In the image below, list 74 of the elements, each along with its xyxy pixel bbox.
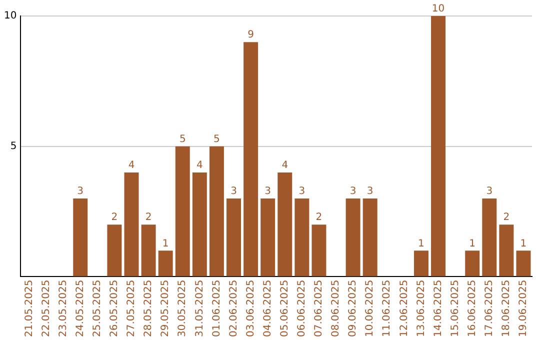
data-label: 3 <box>350 186 356 198</box>
x-tick-label: 17.06.2025 <box>484 280 495 338</box>
bar <box>260 198 276 276</box>
x-tick-label: 13.06.2025 <box>416 280 427 338</box>
x-tick-label: 29.05.2025 <box>160 280 172 338</box>
bar <box>175 146 190 276</box>
bar <box>346 198 360 276</box>
x-tick-label: 16.06.2025 <box>466 280 478 338</box>
x-tick-label: 08.06.2025 <box>330 280 342 338</box>
x-tick-label: 28.05.2025 <box>143 280 154 338</box>
bar <box>278 172 292 276</box>
bar <box>362 198 378 276</box>
x-tick-label: 07.06.2025 <box>314 280 325 338</box>
x-tick-label: 18.06.2025 <box>501 280 512 338</box>
bar <box>192 172 207 276</box>
data-label: 5 <box>179 134 186 145</box>
bar <box>465 250 480 276</box>
x-tick-label: 12.06.2025 <box>398 280 410 338</box>
bar <box>294 198 310 276</box>
bar <box>107 224 122 276</box>
bar <box>73 198 88 276</box>
data-label: 1 <box>469 238 476 250</box>
bar <box>158 250 173 276</box>
bar <box>209 146 224 276</box>
data-label: 2 <box>503 212 510 224</box>
x-tick-label: 15.06.2025 <box>450 280 461 338</box>
x-tick-label: 09.06.2025 <box>348 280 359 338</box>
x-tick-label: 26.05.2025 <box>109 280 120 338</box>
data-label: 1 <box>418 238 424 250</box>
data-label: 4 <box>282 160 288 172</box>
data-label: 3 <box>264 186 272 198</box>
x-tick-label: 01.06.2025 <box>211 280 222 338</box>
x-tick-label: 06.06.2025 <box>296 280 308 338</box>
bar <box>516 250 531 276</box>
x-tick-label: 14.06.2025 <box>432 280 444 338</box>
bar <box>124 172 139 276</box>
data-label: 3 <box>77 186 84 198</box>
data-label: 4 <box>196 160 203 172</box>
bar <box>431 16 446 276</box>
data-label: 3 <box>230 186 237 198</box>
bar <box>499 224 514 276</box>
x-tick-label: 03.06.2025 <box>245 280 256 338</box>
x-tick-label: 04.06.2025 <box>262 280 274 338</box>
data-label: 3 <box>298 186 306 198</box>
data-label: 9 <box>248 30 254 41</box>
x-tick-label: 25.05.2025 <box>92 280 104 338</box>
x-tick-label: 23.05.2025 <box>58 280 69 338</box>
data-label: 2 <box>316 212 322 224</box>
data-label: 10 <box>432 4 445 15</box>
bar <box>414 250 428 276</box>
x-tick-label: 10.06.2025 <box>364 280 376 338</box>
x-tick-label: 02.06.2025 <box>228 280 240 338</box>
data-label: 2 <box>111 212 118 224</box>
bar <box>312 224 326 276</box>
x-tick-label: 22.05.2025 <box>40 280 52 338</box>
x-tick-label: 31.05.2025 <box>194 280 206 338</box>
data-label: 3 <box>486 186 493 198</box>
x-tick-label: 19.06.2025 <box>518 280 530 338</box>
data-label: 1 <box>520 238 527 250</box>
bar <box>244 42 258 276</box>
data-label: 5 <box>214 134 220 145</box>
data-label: 2 <box>145 212 152 224</box>
x-tick-label: 24.05.2025 <box>74 280 86 338</box>
bar <box>226 198 241 276</box>
x-tick-label: 30.05.2025 <box>177 280 188 338</box>
data-label: 1 <box>162 238 169 250</box>
data-label: 4 <box>128 160 135 172</box>
x-tick-label: 21.05.2025 <box>24 280 35 338</box>
data-label: 3 <box>366 186 374 198</box>
x-tick-label: 27.05.2025 <box>126 280 138 338</box>
x-tick-label: 05.06.2025 <box>279 280 290 338</box>
x-tick-label: 11.06.2025 <box>382 280 393 338</box>
bar <box>141 224 156 276</box>
bar <box>482 198 497 276</box>
